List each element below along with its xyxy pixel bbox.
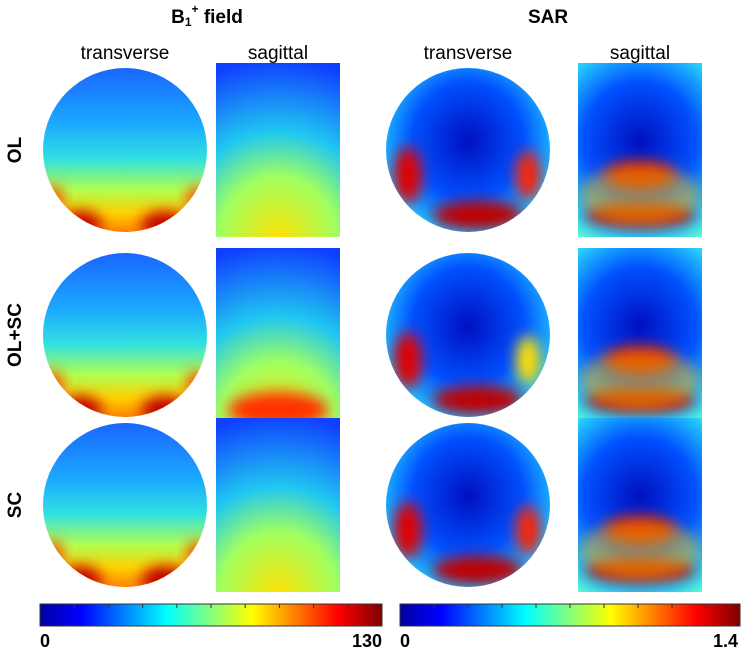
- colorbar-max: 1.4: [713, 631, 738, 651]
- field-map: [555, 245, 725, 425]
- field-map: [193, 415, 363, 595]
- field-map: [555, 60, 725, 240]
- hot-spot: [580, 350, 700, 410]
- row-label: OL: [5, 136, 26, 163]
- field-map: [40, 60, 210, 240]
- field-map: [383, 415, 553, 595]
- hot-spot: [516, 151, 540, 199]
- map-background: [193, 415, 363, 595]
- field-map: [40, 415, 210, 595]
- hot-spot: [516, 336, 540, 384]
- hot-spot: [187, 186, 207, 214]
- hot-spot: [433, 556, 523, 584]
- hot-spot: [187, 541, 207, 569]
- hot-spot: [394, 332, 422, 388]
- hot-spot: [580, 165, 700, 225]
- hot-spot: [141, 396, 189, 424]
- map-background: [40, 245, 210, 425]
- hot-spot: [580, 520, 700, 580]
- sar-title: SAR: [528, 7, 568, 28]
- column-label: sagittal: [248, 43, 308, 64]
- hot-spot: [187, 371, 207, 399]
- figure: B1+ field SAR 0 130 0 1.4 transverse sagi…: [0, 0, 749, 656]
- column-label: sagittal: [610, 43, 670, 64]
- field-map: [193, 245, 363, 428]
- column-label: transverse: [424, 43, 513, 64]
- row-label: OL+SC: [5, 303, 26, 367]
- hot-spot: [516, 506, 540, 554]
- column-label: transverse: [81, 43, 170, 64]
- colorbar-min: 0: [400, 631, 410, 651]
- hot-spot: [141, 211, 189, 239]
- row-label: SC: [5, 492, 26, 519]
- colorbar-max: 130: [352, 631, 382, 651]
- colorbar-min: 0: [40, 631, 50, 651]
- field-map: [383, 245, 553, 425]
- hot-spot: [433, 201, 523, 229]
- hot-spot: [43, 541, 63, 569]
- map-background: [40, 60, 210, 240]
- hot-spot: [43, 371, 63, 399]
- hot-spot: [58, 566, 102, 594]
- field-map: [193, 60, 363, 240]
- hot-spot: [58, 396, 102, 424]
- field-map: [40, 245, 210, 425]
- map-background: [193, 60, 363, 240]
- field-map: [555, 415, 725, 595]
- hot-spot: [433, 386, 523, 414]
- hot-spot: [394, 147, 422, 203]
- map-background: [40, 415, 210, 595]
- field-map: [383, 60, 553, 240]
- hot-spot: [43, 186, 63, 214]
- b1-title: B1+ field: [171, 2, 243, 29]
- hot-spot: [58, 211, 102, 239]
- hot-spot: [394, 502, 422, 558]
- hot-spot: [141, 566, 189, 594]
